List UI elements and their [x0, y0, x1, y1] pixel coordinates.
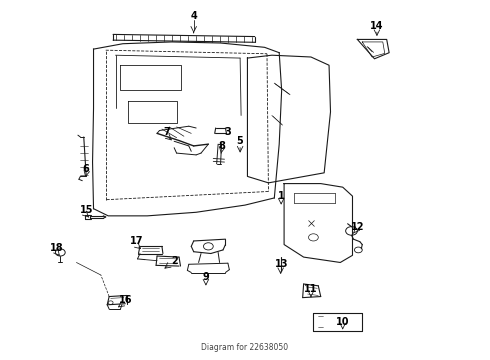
- Text: 4: 4: [190, 11, 197, 21]
- Text: 15: 15: [79, 206, 93, 216]
- Text: 14: 14: [370, 21, 384, 31]
- Text: 8: 8: [218, 141, 225, 151]
- Text: 3: 3: [224, 127, 231, 136]
- Text: 18: 18: [50, 243, 64, 253]
- Text: 17: 17: [130, 236, 143, 246]
- Text: 16: 16: [119, 295, 132, 305]
- Text: 13: 13: [275, 259, 289, 269]
- Text: 6: 6: [83, 164, 90, 174]
- Text: Diagram for 22638050: Diagram for 22638050: [201, 343, 289, 352]
- Text: 7: 7: [164, 127, 170, 136]
- Text: 1: 1: [278, 191, 285, 201]
- Text: 10: 10: [336, 317, 349, 327]
- Text: 2: 2: [171, 256, 177, 266]
- Text: 9: 9: [202, 272, 209, 282]
- Text: 12: 12: [351, 222, 364, 231]
- Text: 11: 11: [304, 284, 318, 294]
- Text: 5: 5: [237, 136, 244, 145]
